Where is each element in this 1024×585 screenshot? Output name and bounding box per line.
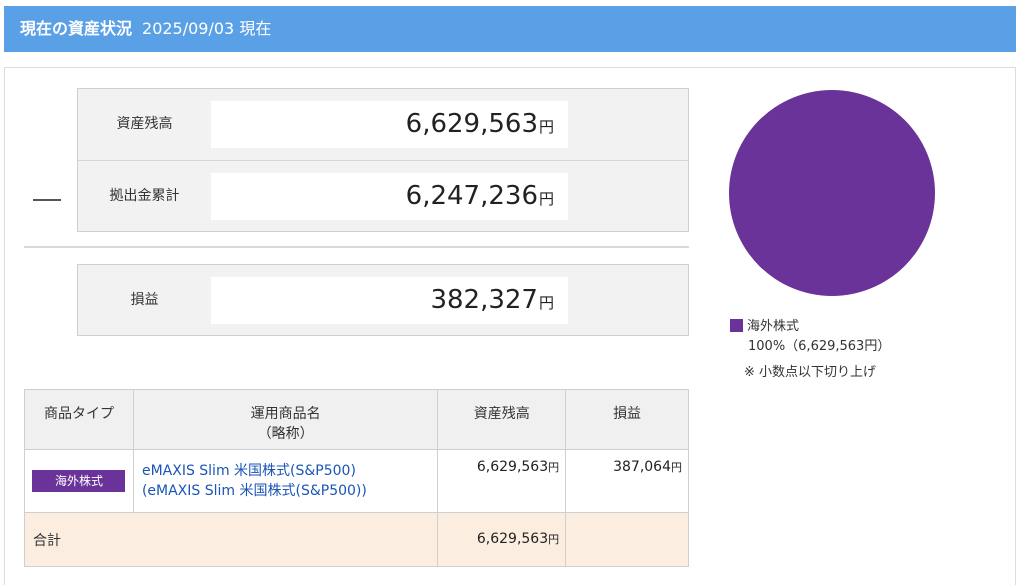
table-header-row: 商品タイプ 運用商品名 （略称） 資産残高 損益 <box>24 389 689 450</box>
contribution-value: 6,247,236 <box>405 181 538 211</box>
fund-name-cell: eMAXIS Slim 米国株式(S&P500) (eMAXIS Slim 米国… <box>132 449 439 513</box>
allocation-pie-chart <box>729 90 935 296</box>
contribution-value-box: 6,247,236円 <box>211 173 568 220</box>
type-cell: 海外株式 <box>24 449 134 513</box>
as-of-date: 2025/09/03 現在 <box>142 19 272 38</box>
total-balance: 6,629,563 <box>476 531 549 547</box>
asset-panel <box>4 67 1016 585</box>
summary-box-profit: 損益 382,327円 <box>77 264 689 336</box>
total-profit-cell <box>565 512 689 567</box>
total-balance-cell: 6,629,563円 <box>437 512 567 567</box>
holdings-table: 商品タイプ 運用商品名 （略称） 資産残高 損益 海外株式 eMAXIS Slim… <box>23 389 689 567</box>
balance-label: 資産残高 <box>116 116 173 132</box>
table-row: 海外株式 eMAXIS Slim 米国株式(S&P500) (eMAXIS Sl… <box>24 449 689 513</box>
contribution-label: 拠出金累計 <box>109 188 180 204</box>
pie-legend: 海外株式 100%（6,629,563円） ※ 小数点以下切り上げ <box>730 317 890 383</box>
profit-value: 382,327 <box>430 285 538 315</box>
fund-name-link[interactable]: eMAXIS Slim 米国株式(S&P500) <box>141 463 356 479</box>
type-tag: 海外株式 <box>32 470 126 492</box>
equals-divider <box>24 246 689 248</box>
col-header-name-line1: 運用商品名 <box>250 406 321 422</box>
col-header-name: 運用商品名 （略称） <box>132 389 439 450</box>
balance-unit: 円 <box>538 118 554 136</box>
balance-row: 資産残高 6,629,563円 <box>78 89 688 160</box>
total-balance-unit: 円 <box>548 533 560 546</box>
fund-balance-unit: 円 <box>548 461 560 474</box>
fund-short-name[interactable]: (eMAXIS Slim 米国株式(S&P500)) <box>141 483 367 499</box>
fund-balance: 6,629,563 <box>476 459 549 475</box>
row-divider <box>78 160 688 161</box>
balance-value-box: 6,629,563円 <box>211 101 568 148</box>
profit-value-box: 382,327円 <box>211 277 568 324</box>
profit-label: 損益 <box>130 292 159 308</box>
legend-swatch <box>730 319 743 332</box>
fund-profit: 387,064 <box>613 459 671 475</box>
pie-slice-0 <box>729 90 935 296</box>
total-row: 合計 6,629,563円 <box>23 512 689 567</box>
minus-sign <box>33 199 61 201</box>
col-header-name-line2: （略称） <box>257 426 314 442</box>
fund-balance-cell: 6,629,563円 <box>437 449 567 513</box>
contribution-row: 拠出金累計 6,247,236円 <box>78 161 688 232</box>
summary-box-top: 資産残高 6,629,563円 拠出金累計 6,247,236円 <box>77 88 689 232</box>
fund-profit-cell: 387,064円 <box>565 449 689 513</box>
total-label: 合計 <box>23 512 439 567</box>
col-header-balance: 資産残高 <box>437 389 567 450</box>
profit-row: 損益 382,327円 <box>78 265 688 336</box>
legend-percent: 100%（6,629,563円） <box>748 339 891 354</box>
rounding-note: ※ 小数点以下切り上げ <box>744 365 877 380</box>
profit-unit: 円 <box>538 294 554 312</box>
col-header-profit: 損益 <box>565 389 689 450</box>
legend-label: 海外株式 <box>747 319 800 334</box>
contribution-unit: 円 <box>538 190 554 208</box>
fund-profit-unit: 円 <box>671 461 682 474</box>
balance-value: 6,629,563 <box>405 109 538 139</box>
page-header: 現在の資産状況 2025/09/03 現在 <box>4 6 1016 52</box>
col-header-type: 商品タイプ <box>24 389 134 450</box>
page-title: 現在の資産状況 <box>20 19 133 38</box>
